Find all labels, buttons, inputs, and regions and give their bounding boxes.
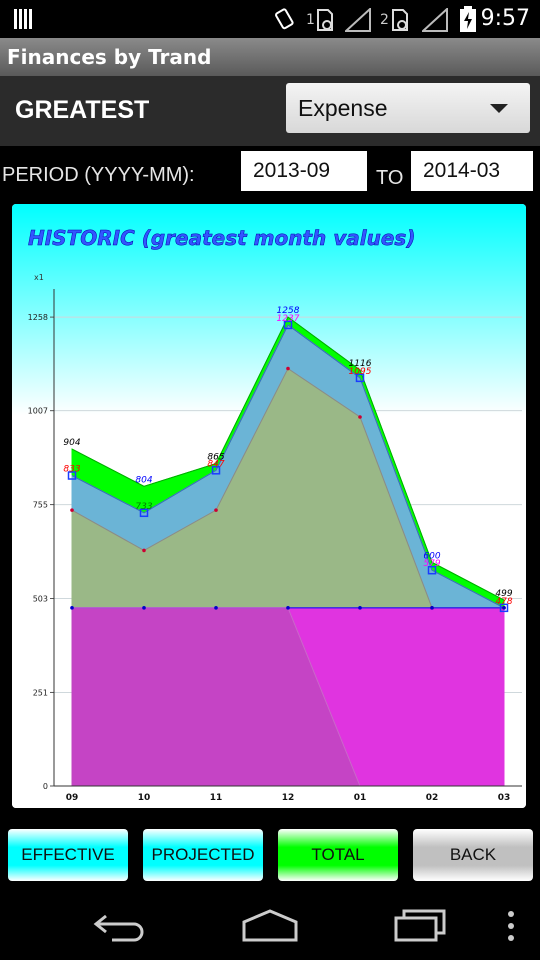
x-tick-label: 10 [138,793,151,803]
data-label: 1258 [277,306,300,316]
y-tick-label: 1258 [28,313,48,322]
y-tick-label: 251 [33,688,48,697]
effective-button[interactable]: EFFECTIVE [8,829,128,881]
data-point [67,471,77,480]
line-series-1 [71,316,505,601]
chart-title: HISTORIC (greatest month values) [28,226,415,250]
back-icon[interactable] [92,910,148,942]
y-tick-label: 755 [33,501,48,510]
data-label: 1095 [349,367,372,377]
data-point [214,508,218,512]
x-tick-label: 09 [66,793,79,803]
data-label: 600 [423,551,440,561]
data-label: 804 [135,475,152,485]
data-label: 847 [207,459,224,469]
data-point [142,548,146,553]
navigation-bar [0,890,540,960]
data-point [427,565,437,575]
data-point [70,508,74,512]
data-point [355,373,365,383]
to-label: TO [376,167,404,189]
back-button[interactable]: BACK [413,829,533,881]
data-point [139,508,149,518]
data-label: 865 [207,453,224,463]
sim2-label: 2 [380,12,389,28]
data-point [430,606,434,610]
chevron-down-icon [490,104,508,113]
data-point [286,366,290,371]
data-point [214,606,218,610]
y-tick-label: 1007 [28,407,48,416]
data-point [286,606,290,610]
sim1-label: 1 [306,12,315,28]
data-sim1-icon [317,9,333,31]
data-label: 579 [423,559,440,569]
app-title-bar: Finances by Trand [0,38,540,76]
vibrate-icon [275,8,294,30]
signal-icon [422,8,448,32]
data-point [358,415,362,419]
clock: 9:57 [480,6,530,31]
section-label: GREATEST [15,96,150,124]
line-series-3 [71,324,505,609]
data-label: 1116 [349,359,372,369]
x-tick-label: 11 [210,793,223,803]
recents-icon[interactable] [394,908,448,942]
period-to-input[interactable]: 2014-03 [411,151,533,191]
data-point [499,603,509,613]
data-point [142,606,146,610]
x-tick-label: 03 [498,793,511,803]
signal-icon [345,8,371,32]
data-label: 478 [495,597,512,607]
projected-button[interactable]: PROJECTED [143,829,263,881]
data-label: 904 [63,438,80,448]
total-button[interactable]: TOTAL [278,829,398,881]
x-tick-label: 01 [354,793,367,803]
home-icon[interactable] [240,908,300,942]
data-point [211,466,221,475]
type-select-value: Expense [298,95,388,121]
sim-card-icon [14,9,32,29]
data-label: 1237 [277,314,300,324]
y-unit-label: x1 [34,273,44,282]
overflow-menu-icon[interactable] [506,910,516,942]
data-point [358,606,362,610]
y-tick-label: 503 [33,595,48,604]
app-title: Finances by Trand [7,45,212,69]
data-label: 499 [495,589,512,599]
data-label: 833 [63,465,80,475]
historic-chart: HISTORIC (greatest month values) x1 0 251… [12,204,526,808]
data-point [502,606,506,610]
x-tick-label: 02 [426,793,439,803]
data-point [283,320,293,330]
y-tick-label: 0 [43,782,48,791]
data-label: 733 [135,502,152,512]
period-label: PERIOD (YYYY-MM): [2,164,195,186]
battery-charging-icon [460,6,476,32]
data-point [70,606,74,610]
type-select[interactable]: Expense [286,83,530,133]
status-bar: 1 2 9:57 [0,0,540,38]
x-tick-label: 12 [282,793,295,803]
chart-panel: HISTORIC (greatest month values) x1 0 251… [12,204,526,808]
period-from-input[interactable]: 2013-09 [241,151,367,191]
data-sim2-icon [392,9,408,31]
